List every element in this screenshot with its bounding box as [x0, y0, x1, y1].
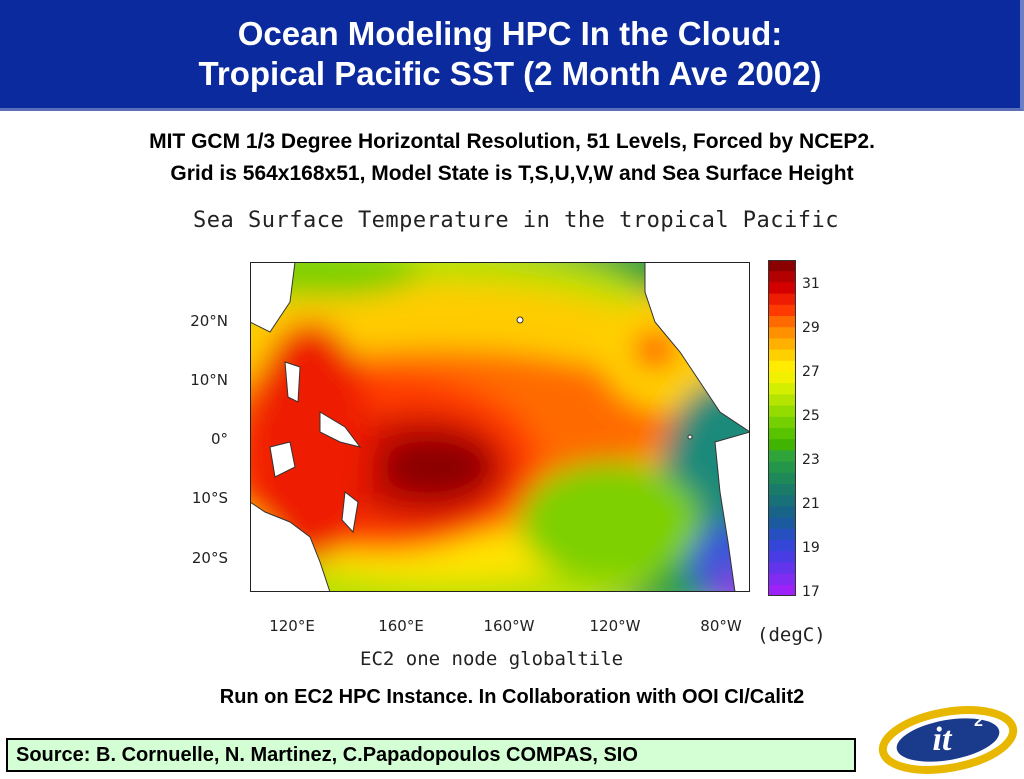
colorbar-cell: [768, 416, 796, 429]
y-tick-label: 20°N: [190, 312, 228, 330]
colorbar-cell: [768, 260, 796, 272]
colorbar-cell: [768, 394, 796, 407]
it2-logo: it 2: [876, 702, 1018, 774]
y-tick-label: 10°N: [190, 371, 228, 389]
colorbar-cell: [768, 551, 796, 563]
x-tick-label: 160°E: [378, 617, 424, 635]
title-bar: Ocean Modeling HPC In the Cloud: Tropica…: [0, 0, 1024, 111]
colorbar: [768, 260, 796, 597]
colorbar-tick-label: 25: [802, 408, 820, 424]
colorbar-unit: (degC): [757, 624, 826, 646]
y-tick-label: 20°S: [191, 549, 228, 567]
colorbar-cell: [768, 472, 796, 485]
colorbar-cell: [768, 293, 796, 306]
colorbar-cell: [768, 528, 796, 541]
colorbar-cell: [768, 573, 796, 586]
colorbar-cell: [768, 506, 796, 519]
y-tick-label: 10°S: [191, 489, 228, 507]
colorbar-tick-label: 19: [802, 540, 820, 556]
colorbar-cell: [768, 282, 796, 295]
colorbar-cell: [768, 383, 796, 395]
logo-superscript: 2: [974, 713, 983, 730]
colorbar-cell: [768, 271, 796, 283]
x-tick-label: 80°W: [700, 617, 742, 635]
colorbar-cell: [768, 450, 796, 463]
source-box: Source: B. Cornuelle, N. Martinez, C.Pap…: [6, 738, 856, 772]
colorbar-tick-label: 17: [802, 584, 820, 600]
colorbar-cell: [768, 349, 796, 362]
colorbar-cell: [768, 495, 796, 507]
colorbar-cell: [768, 304, 796, 317]
colorbar-tick-label: 29: [802, 320, 820, 336]
colorbar-cell: [768, 484, 796, 496]
y-tick-label: 0°: [210, 430, 228, 448]
x-tick-label: 120°E: [269, 617, 315, 635]
colorbar-cell: [768, 316, 796, 328]
x-tick-label: 160°W: [483, 617, 535, 635]
colorbar-cell: [768, 439, 796, 451]
colorbar-cell: [768, 372, 796, 384]
subtitle-line2: Grid is 564x168x51, Model State is T,S,U…: [170, 162, 854, 185]
colorbar-cell: [768, 562, 796, 575]
sst-map: [250, 262, 750, 592]
subtitle-line1: MIT GCM 1/3 Degree Horizontal Resolution…: [149, 130, 875, 153]
colorbar-cell: [768, 461, 796, 474]
colorbar-tick-label: 21: [802, 496, 820, 512]
colorbar-cell: [768, 360, 796, 373]
colorbar-cell: [768, 338, 796, 351]
slide-title-line1: Ocean Modeling HPC In the Cloud:: [237, 15, 783, 52]
colorbar-tick-label: 23: [802, 452, 820, 468]
colorbar-cell: [768, 517, 796, 530]
figure-title: Sea Surface Temperature in the tropical …: [193, 208, 840, 233]
colorbar-cell: [768, 405, 796, 418]
figure-footer: EC2 one node globaltile: [360, 648, 624, 670]
x-tick-label: 120°W: [589, 617, 641, 635]
colorbar-tick-label: 27: [802, 364, 820, 380]
logo-text: it: [933, 721, 953, 758]
colorbar-tick-label: 31: [802, 276, 820, 292]
colorbar-cell: [768, 540, 796, 552]
run-note: Run on EC2 HPC Instance. In Collaboratio…: [219, 686, 805, 708]
colorbar-cell: [768, 584, 796, 597]
colorbar-cell: [768, 327, 796, 339]
slide-title-line2: Tropical Pacific SST (2 Month Ave 2002): [198, 55, 822, 92]
colorbar-cell: [768, 428, 796, 440]
